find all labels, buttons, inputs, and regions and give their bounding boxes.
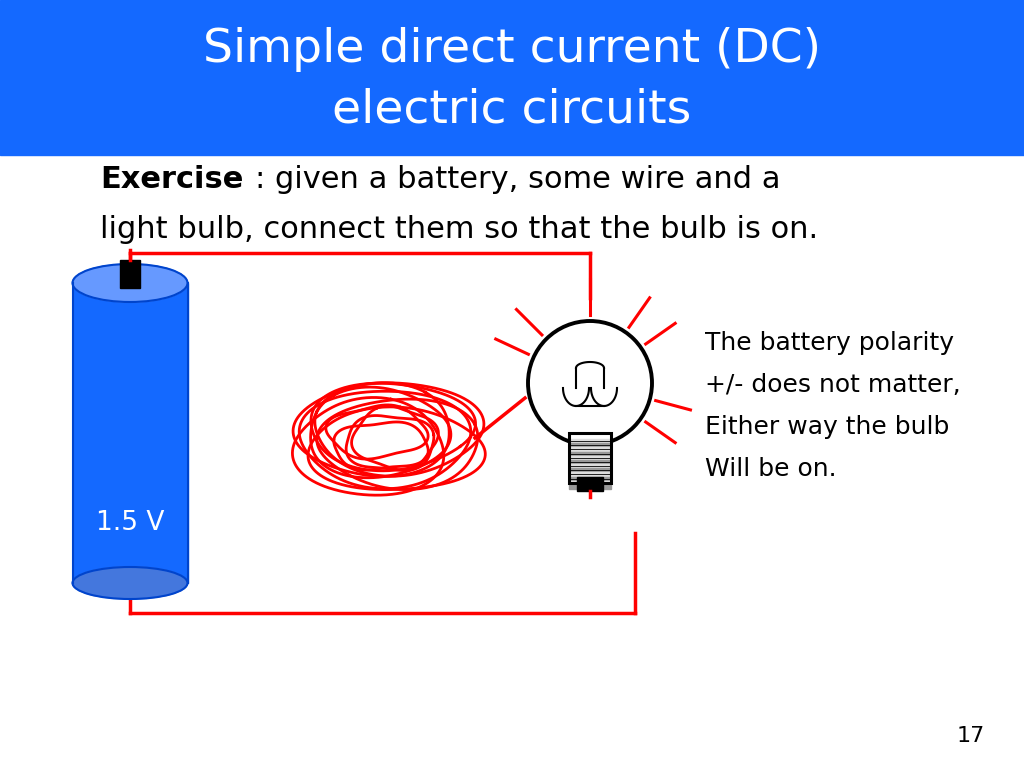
Text: Will be on.: Will be on.: [705, 457, 837, 481]
Ellipse shape: [73, 264, 187, 302]
Bar: [569, 455, 611, 459]
Bar: [569, 485, 611, 488]
Bar: [577, 477, 603, 491]
Circle shape: [528, 321, 652, 445]
Text: +/- does not matter,: +/- does not matter,: [705, 373, 961, 397]
Bar: [569, 433, 611, 483]
Bar: [569, 448, 611, 452]
Bar: [569, 472, 611, 476]
Text: Exercise: Exercise: [100, 165, 244, 194]
Text: 17: 17: [956, 726, 985, 746]
Bar: [569, 460, 611, 464]
Text: light bulb, connect them so that the bulb is on.: light bulb, connect them so that the bul…: [100, 216, 818, 244]
Text: 1.5 V: 1.5 V: [96, 510, 164, 536]
Bar: [569, 443, 611, 447]
Bar: [569, 439, 611, 443]
Bar: [569, 468, 611, 472]
Text: Either way the bulb: Either way the bulb: [705, 415, 949, 439]
Text: electric circuits: electric circuits: [333, 87, 691, 132]
Text: The battery polarity: The battery polarity: [705, 331, 954, 355]
Bar: [569, 452, 611, 455]
Text: : given a battery, some wire and a: : given a battery, some wire and a: [255, 165, 780, 194]
Bar: [73, 283, 187, 583]
Bar: [569, 477, 611, 480]
Ellipse shape: [73, 567, 187, 599]
Text: Simple direct current (DC): Simple direct current (DC): [203, 27, 821, 72]
Bar: [120, 260, 140, 288]
Bar: [569, 481, 611, 485]
Bar: [0, 0, 1024, 155]
Bar: [569, 464, 611, 468]
